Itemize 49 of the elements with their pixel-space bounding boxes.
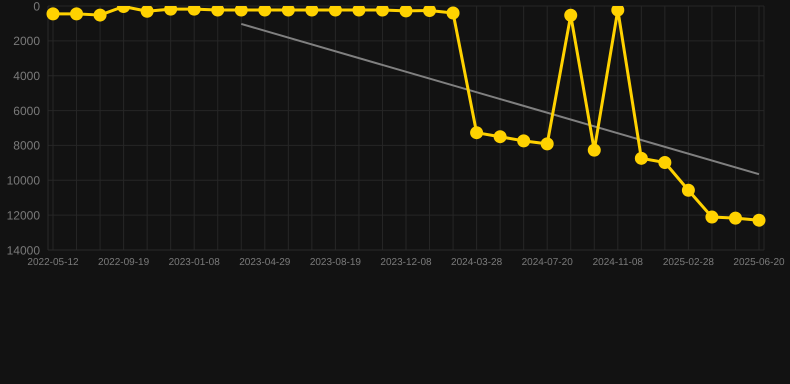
- point: [400, 6, 412, 18]
- y-tick-label: 2000: [13, 34, 40, 48]
- x-tick-label: 2023-01-08: [168, 257, 220, 268]
- x-tick-label: 2022-05-12: [27, 257, 80, 268]
- y-tick-label: 12000: [6, 208, 40, 222]
- point: [376, 6, 389, 17]
- point: [470, 126, 484, 140]
- point: [352, 6, 366, 17]
- y-tick-label: 4000: [13, 68, 40, 83]
- x-tick-label: 2025-06-20: [733, 257, 786, 268]
- point: [564, 8, 578, 22]
- point: [611, 6, 624, 17]
- point: [258, 6, 272, 17]
- point: [494, 130, 507, 144]
- point: [164, 6, 178, 16]
- x-tick-label: 2024-11-08: [592, 257, 644, 268]
- point: [94, 8, 107, 22]
- x-tick-label: 2023-08-19: [310, 257, 362, 268]
- point: [211, 6, 224, 17]
- point: [588, 144, 601, 157]
- y-tick-label: 14000: [6, 243, 40, 258]
- point: [682, 184, 695, 197]
- x-tick-label: 2024-07-20: [522, 257, 574, 268]
- y-tick-label: 0: [33, 0, 40, 14]
- point: [234, 6, 248, 17]
- point: [328, 6, 342, 17]
- point: [705, 210, 718, 224]
- point: [540, 137, 554, 150]
- point: [634, 152, 648, 165]
- point: [517, 134, 530, 148]
- point: [70, 7, 84, 20]
- point: [658, 156, 672, 170]
- point: [728, 212, 742, 225]
- x-tick-label: 2025-02-28: [662, 257, 714, 268]
- point: [423, 6, 436, 18]
- x-tick-label: 2023-12-08: [380, 257, 432, 268]
- point: [140, 6, 154, 18]
- y-tick-label: 6000: [13, 104, 40, 118]
- y-tick-label: 10000: [6, 174, 40, 188]
- x-tick-label: 2024-03-28: [451, 257, 503, 268]
- point: [188, 6, 201, 16]
- point: [752, 214, 766, 227]
- point: [46, 7, 60, 20]
- point: [305, 6, 318, 17]
- point: [282, 6, 295, 17]
- x-tick-label: 2022-09-19: [98, 257, 150, 268]
- x-tick-label: 2023-04-29: [239, 257, 291, 268]
- y-tick-label: 8000: [13, 138, 40, 153]
- point: [446, 6, 460, 20]
